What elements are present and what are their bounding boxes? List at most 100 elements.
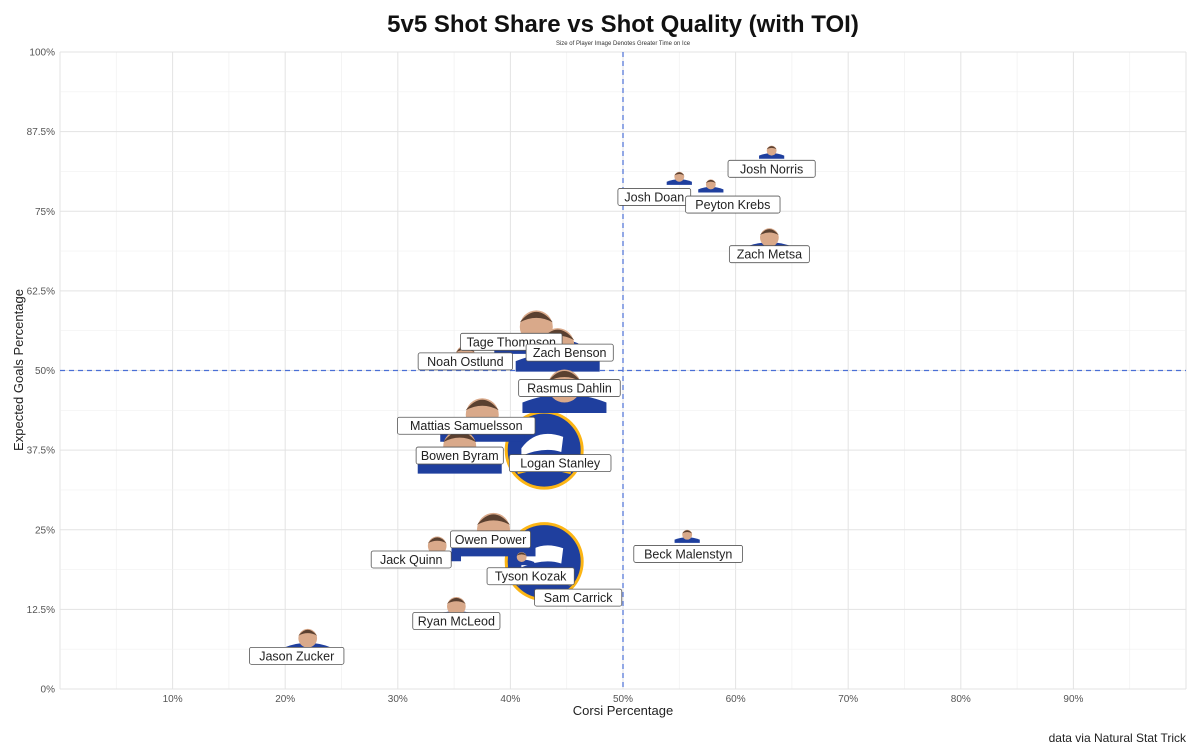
y-tick-label: 25%	[35, 525, 55, 536]
player-label: Ryan McLeod	[412, 612, 501, 630]
buffalo-silhouette	[521, 433, 564, 456]
player-label: Zach Metsa	[728, 245, 810, 264]
player-marker	[674, 529, 700, 543]
y-tick-label: 50%	[35, 366, 55, 377]
jersey-shape	[509, 559, 535, 566]
x-tick-label: 60%	[726, 694, 746, 705]
player-marker	[698, 179, 724, 193]
player-label-box	[450, 530, 531, 549]
player-name: Jason Zucker	[259, 649, 334, 663]
reference-lines	[60, 52, 1186, 689]
jersey-shape	[674, 537, 700, 543]
player-label-box	[249, 646, 345, 665]
player-label: Logan Stanley	[508, 454, 612, 473]
player-markers	[283, 145, 794, 654]
y-tick-label: 87.5%	[27, 127, 55, 138]
player-name: Noah Ostlund	[427, 355, 503, 369]
player-label-box	[685, 195, 781, 214]
player-label-box	[534, 588, 623, 607]
player-label-box	[486, 567, 575, 586]
jersey-shape	[522, 394, 607, 414]
player-label: Bowen Byram	[415, 446, 504, 465]
player-label: Rasmus Dahlin	[518, 379, 621, 397]
player-name: Owen Power	[455, 533, 527, 547]
player-name: Beck Malenstyn	[644, 547, 732, 561]
player-label-box	[633, 545, 743, 563]
x-tick-label: 90%	[1063, 694, 1083, 705]
player-label: Tyson Kozak	[486, 567, 575, 586]
y-tick-label: 12.5%	[27, 605, 55, 616]
chart-subtitle: Size of Player Image Denotes Greater Tim…	[556, 41, 691, 47]
x-tick-label: 30%	[388, 694, 408, 705]
x-axis-label: Corsi Percentage	[573, 703, 673, 718]
player-label-box	[370, 550, 452, 569]
player-label-box	[412, 612, 501, 630]
player-hair	[519, 311, 553, 323]
player-label: Jason Zucker	[249, 646, 345, 665]
x-tick-label: 80%	[951, 694, 971, 705]
player-name: Jack Quinn	[380, 553, 443, 567]
x-tick-label: 70%	[838, 694, 858, 705]
player-name: Peyton Krebs	[695, 198, 770, 212]
player-name: Zach Benson	[533, 346, 607, 360]
player-hair	[427, 537, 447, 544]
player-label: Josh Doan	[617, 188, 692, 206]
player-label-box	[397, 416, 536, 435]
player-label: Owen Power	[450, 530, 531, 549]
jersey-shape	[759, 153, 785, 159]
player-label-box	[525, 343, 614, 362]
player-name: Zach Metsa	[737, 248, 802, 262]
player-hair	[547, 371, 581, 382]
x-tick-label: 40%	[500, 694, 520, 705]
x-tick-label: 50%	[613, 694, 633, 705]
player-hair	[674, 172, 685, 176]
player-name: Josh Doan	[624, 190, 684, 204]
y-axis-label: Expected Goals Percentage	[11, 289, 26, 451]
x-tick-label: 10%	[163, 694, 183, 705]
y-tick-label: 62.5%	[27, 286, 55, 297]
player-label: Josh Norris	[727, 159, 816, 178]
player-marker	[666, 171, 692, 185]
player-hair	[477, 514, 511, 525]
player-name: Tyson Kozak	[495, 570, 567, 584]
player-marker	[759, 145, 785, 159]
player-hair	[298, 629, 318, 636]
player-label-box	[727, 159, 816, 178]
player-label: Peyton Krebs	[685, 195, 781, 214]
player-label: Zach Benson	[525, 343, 614, 362]
y-tick-label: 0%	[41, 685, 56, 696]
player-label: Sam Carrick	[534, 588, 623, 607]
player-name: Logan Stanley	[520, 457, 601, 471]
player-labels: Josh Norris Josh Doan Peyton Krebs Zach Met…	[249, 159, 816, 665]
player-name: Josh Norris	[740, 162, 803, 176]
player-label: Jack Quinn	[370, 550, 452, 569]
player-label: Beck Malenstyn	[633, 545, 743, 563]
player-hair	[705, 179, 716, 184]
x-axis-ticks: 10% 20% 30% 40% 50% 60% 70% 80% 90%	[163, 694, 1084, 705]
player-hair	[447, 597, 466, 604]
y-tick-label: 37.5%	[27, 446, 55, 457]
chart-title: 5v5 Shot Share vs Shot Quality (with TOI…	[387, 11, 859, 38]
data-source-caption: data via Natural Stat Trick	[1049, 731, 1187, 745]
player-label-box	[417, 352, 513, 371]
player-hair	[465, 399, 499, 411]
player-hair	[682, 530, 693, 534]
y-tick-label: 100%	[29, 48, 55, 59]
player-label: Noah Ostlund	[417, 352, 513, 371]
jersey-shape	[666, 179, 692, 185]
player-label: Mattias Samuelsson	[397, 416, 536, 435]
y-axis-ticks: 0% 12.5% 25% 37.5% 50% 62.5% 75% 87.5% 100%	[27, 48, 55, 696]
player-hair	[516, 552, 527, 556]
player-hair	[760, 229, 779, 236]
player-label-box	[728, 245, 810, 264]
player-label-box	[415, 446, 504, 465]
y-tick-label: 75%	[35, 207, 55, 218]
player-name: Mattias Samuelsson	[410, 419, 523, 433]
player-name: Bowen Byram	[421, 449, 499, 463]
player-marker	[509, 552, 535, 566]
player-name: Sam Carrick	[544, 591, 614, 605]
player-hair	[766, 146, 777, 150]
jersey-shape	[698, 186, 724, 193]
x-tick-label: 20%	[275, 694, 295, 705]
